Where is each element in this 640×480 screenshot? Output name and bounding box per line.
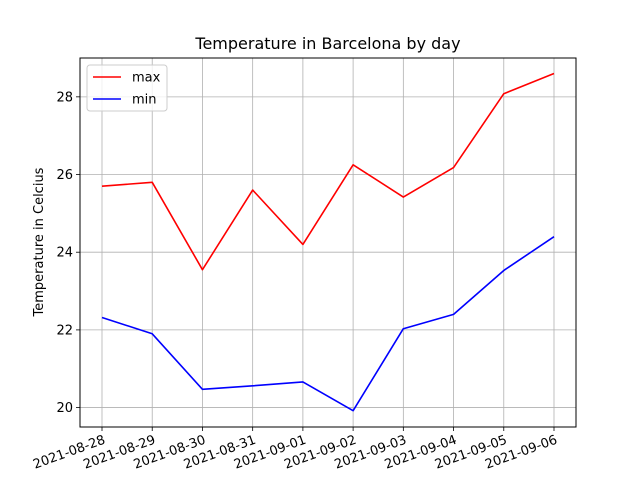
y-axis-ticks: 20 22 24 26 28 bbox=[56, 90, 80, 416]
legend-label-max: max bbox=[132, 71, 161, 86]
y-tick-label: 22 bbox=[56, 323, 73, 338]
legend: max min bbox=[86, 64, 168, 112]
chart-title: Temperature in Barcelona by day bbox=[194, 34, 460, 53]
grid-lines bbox=[80, 58, 576, 427]
y-axis-label: Temperature in Celcius bbox=[32, 167, 47, 317]
y-tick-label: 24 bbox=[56, 246, 73, 261]
y-tick-label: 28 bbox=[56, 90, 73, 105]
y-tick-label: 26 bbox=[56, 168, 73, 183]
series-line-max bbox=[101, 72, 555, 271]
plot-area-frame bbox=[79, 57, 577, 428]
series-line-min bbox=[101, 236, 555, 412]
x-axis-ticks: 2021-08-282021-08-292021-08-302021-08-31… bbox=[31, 427, 559, 473]
series-lines bbox=[101, 72, 555, 412]
y-tick-label: 20 bbox=[56, 401, 73, 416]
legend-label-min: min bbox=[132, 93, 157, 108]
